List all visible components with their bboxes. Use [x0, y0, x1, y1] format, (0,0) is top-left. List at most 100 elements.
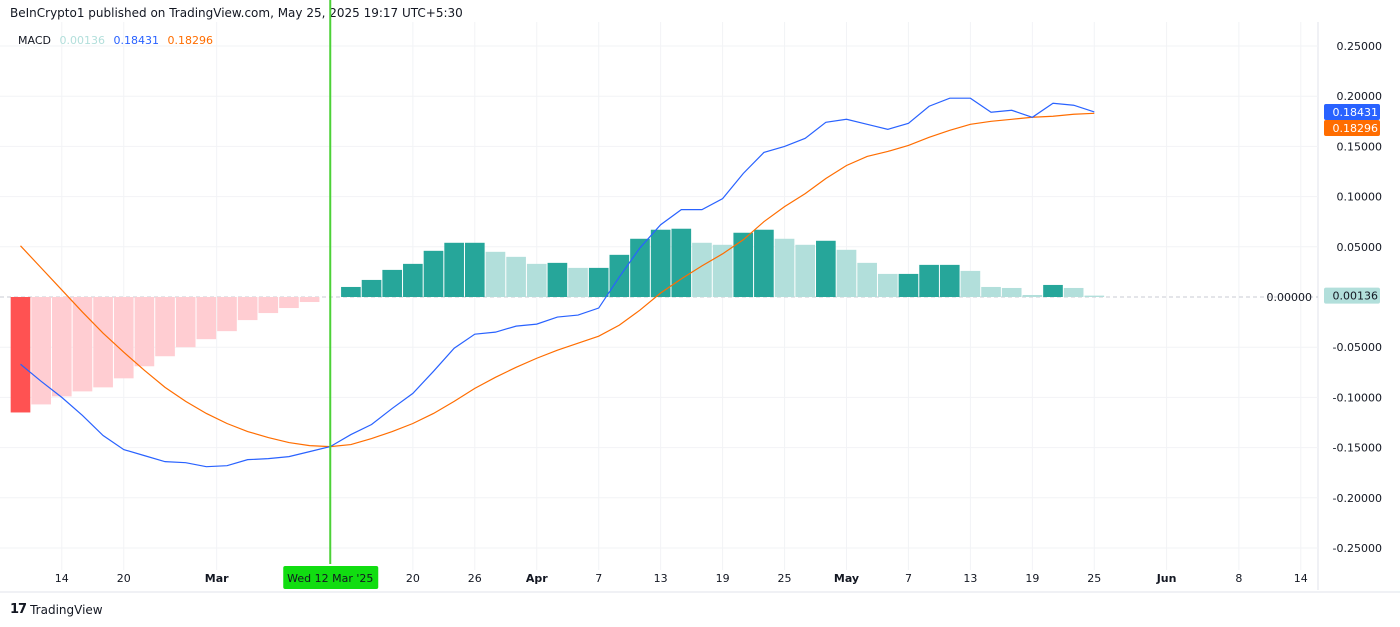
- y-tick-label: 0.05000: [1337, 241, 1383, 254]
- histogram-bar: [1001, 287, 1022, 297]
- last-value-tag: [1324, 287, 1380, 304]
- macd-chart[interactable]: 0.25000 0.20000 0.15000 0.10000 0.05000 0.000…: [0, 0, 1400, 600]
- x-tick-label: 20: [406, 572, 420, 585]
- histogram-bar: [196, 297, 217, 340]
- legend-title: MACD: [18, 34, 51, 47]
- x-tick-label: 25: [778, 572, 792, 585]
- x-tick-label: 14: [1294, 572, 1308, 585]
- x-tick-label: 13: [963, 572, 977, 585]
- last-value-label: 0.00136: [1333, 290, 1379, 303]
- histogram-bar: [444, 242, 464, 297]
- histogram-bar: [382, 269, 403, 297]
- macd-line: [20, 97, 1095, 468]
- x-tick-label: May: [834, 572, 859, 585]
- histogram-bar: [134, 297, 155, 367]
- histogram-bar: [919, 264, 939, 297]
- x-tick-label: 7: [905, 572, 912, 585]
- histogram-bar: [423, 250, 444, 297]
- histogram-bar: [1084, 295, 1105, 297]
- x-tick-label: 26: [468, 572, 482, 585]
- histogram-bar: [93, 297, 113, 388]
- y-tick-label: 0.20000: [1337, 90, 1383, 103]
- histogram-bar: [217, 297, 237, 332]
- x-tick-label: Mar: [205, 572, 229, 585]
- x-tick-label: 7: [595, 572, 602, 585]
- y-tick-label: 0.25000: [1337, 40, 1383, 53]
- histogram-bar: [568, 267, 588, 297]
- x-tick-label: Apr: [526, 572, 548, 585]
- histogram-bar: [816, 240, 836, 297]
- publish-info: BeInCrypto1 published on TradingView.com…: [10, 6, 463, 20]
- x-tick-label: 19: [716, 572, 730, 585]
- histogram-bar: [10, 297, 31, 413]
- histogram-bar: [299, 297, 320, 303]
- y-tick-label: 0.00000: [1267, 291, 1313, 304]
- histogram-bar: [279, 297, 299, 309]
- y-tick-label: -0.15000: [1333, 442, 1382, 455]
- legend-signal-value: 0.18296: [167, 34, 213, 47]
- y-tick-label: 0.10000: [1337, 191, 1383, 204]
- crosshair-date-tag: [283, 566, 379, 589]
- histogram-bar: [650, 229, 671, 297]
- histogram-bar: [485, 251, 506, 297]
- histogram-bar: [506, 256, 526, 297]
- y-tick-label: -0.25000: [1333, 542, 1382, 555]
- histogram-bar: [671, 228, 692, 297]
- y-tick-label: -0.20000: [1333, 492, 1382, 505]
- histogram-bar: [898, 273, 919, 297]
- y-tick-label: 0.15000: [1337, 140, 1383, 153]
- histogram-bar: [981, 286, 1001, 297]
- histogram-bar: [939, 264, 960, 297]
- histogram-bar: [960, 270, 981, 297]
- tradingview-logo-icon: 𝟭𝟳: [10, 602, 27, 617]
- histogram-bar: [692, 242, 712, 297]
- x-tick-label: 20: [117, 572, 131, 585]
- x-tick-label: 8: [1235, 572, 1242, 585]
- histogram-bar: [51, 297, 72, 397]
- histogram-bar: [258, 297, 279, 314]
- histogram-bar: [175, 297, 196, 348]
- histogram-bar: [155, 297, 175, 357]
- histogram: [10, 228, 1105, 413]
- last-value-label: 0.18296: [1333, 122, 1379, 135]
- histogram-bar: [1043, 284, 1063, 297]
- crosshair-date-label: Wed 12 Mar '25: [287, 572, 373, 585]
- histogram-bar: [712, 244, 733, 297]
- x-tick-label: Jun: [1156, 572, 1177, 585]
- histogram-bar: [341, 286, 361, 297]
- indicator-legend[interactable]: MACD 0.00136 0.18431 0.18296: [18, 34, 218, 47]
- signal-line: [20, 112, 1095, 448]
- footer-brand: TradingView: [30, 602, 103, 617]
- histogram-bar: [588, 267, 609, 297]
- histogram-bar: [403, 263, 423, 297]
- legend-histogram-value: 0.00136: [59, 34, 105, 47]
- y-tick-label: -0.05000: [1333, 341, 1382, 354]
- histogram-bar: [31, 297, 51, 405]
- histogram-bar: [526, 263, 547, 297]
- y-tick-label: -0.10000: [1333, 391, 1382, 404]
- histogram-bar: [836, 249, 857, 297]
- x-tick-label: 19: [1025, 572, 1039, 585]
- histogram-bar: [237, 297, 258, 321]
- grid: [0, 22, 1400, 593]
- histogram-bar: [1022, 294, 1043, 297]
- histogram-bar: [774, 238, 795, 297]
- last-value-tag: [1324, 119, 1380, 136]
- last-value-tag: [1324, 103, 1380, 120]
- histogram-bar: [877, 273, 898, 297]
- axes: 0.25000 0.20000 0.15000 0.10000 0.05000 0.000…: [55, 40, 1382, 589]
- legend-macd-value: 0.18431: [113, 34, 159, 47]
- histogram-bar: [464, 242, 485, 297]
- last-value-label: 0.18431: [1333, 106, 1379, 119]
- lines: [20, 0, 1095, 564]
- histogram-bar: [113, 297, 134, 379]
- histogram-bar: [361, 279, 382, 297]
- histogram-bar: [630, 238, 650, 297]
- x-tick-label: 13: [654, 572, 668, 585]
- histogram-bar: [795, 244, 816, 297]
- x-tick-label: 25: [1087, 572, 1101, 585]
- x-tick-label: 14: [55, 572, 69, 585]
- histogram-bar: [72, 297, 93, 392]
- histogram-bar: [733, 232, 754, 297]
- histogram-bar: [547, 262, 568, 297]
